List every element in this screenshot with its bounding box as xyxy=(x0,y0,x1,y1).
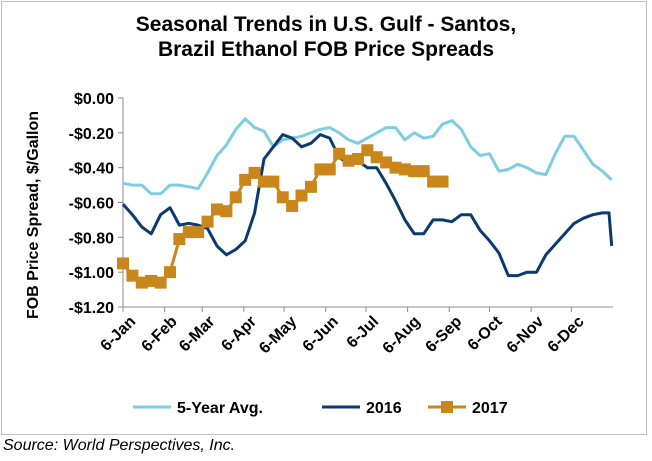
source-note: Source: World Perspectives, Inc. xyxy=(3,437,236,454)
data-point-2017 xyxy=(173,233,186,246)
x-tick-label: 6-Sep xyxy=(423,313,466,356)
data-point-2017 xyxy=(304,180,317,193)
data-point-2017 xyxy=(220,205,233,218)
legend-marker-2017 xyxy=(441,401,453,413)
data-point-2017 xyxy=(276,191,289,204)
data-point-2017 xyxy=(239,173,252,186)
data-point-2017 xyxy=(182,226,195,239)
data-point-2017 xyxy=(248,166,261,179)
x-tick-label: 6-Aug xyxy=(380,313,424,357)
y-axis-label: FOB Price Spread, $/Gallon xyxy=(25,111,42,319)
y-tick-label: -$0.60 xyxy=(69,196,114,213)
data-point-2017 xyxy=(229,191,242,204)
data-point-2017 xyxy=(408,165,421,178)
chart-title-line-2: Brazil Ethanol FOB Price Spreads xyxy=(157,38,495,61)
x-tick-label: 6-May xyxy=(256,313,300,357)
x-tick-label: 6-Nov xyxy=(504,313,548,357)
y-tick-label: $0.00 xyxy=(74,91,114,108)
legend-label-2017: 2017 xyxy=(472,400,508,417)
chart-title: Seasonal Trends in U.S. Gulf - Santos, B… xyxy=(0,12,652,62)
x-tick-label: 6-Dec xyxy=(545,313,588,356)
y-tick-label: -$1.20 xyxy=(69,300,114,317)
x-tick-label: 6-Jul xyxy=(344,313,382,351)
data-point-2017 xyxy=(201,215,214,228)
chart-frame xyxy=(1,1,647,435)
x-tick-label: 6-Apr xyxy=(218,313,260,355)
data-point-2017 xyxy=(295,189,308,202)
data-point-2017 xyxy=(192,226,205,239)
data-point-2017 xyxy=(323,163,336,176)
y-tick-label: -$1.00 xyxy=(69,265,114,282)
x-tick-label: 6-Jun xyxy=(300,313,342,355)
axes: $0.00 -$0.20 -$0.40 -$0.60 -$0.80 -$1.00 -$1.2… xyxy=(69,91,613,357)
data-point-2017 xyxy=(257,175,270,188)
data-point-2017 xyxy=(351,152,364,165)
data-point-2017 xyxy=(427,175,440,188)
legend-label-5-year-avg: 5-Year Avg. xyxy=(177,400,263,417)
data-point-2017 xyxy=(361,144,374,157)
data-point-2017 xyxy=(342,154,355,167)
data-point-2017 xyxy=(286,199,299,212)
data-point-2017 xyxy=(370,151,383,164)
legend-label-2016: 2016 xyxy=(366,400,402,417)
data-point-2017 xyxy=(389,161,402,174)
data-point-2017 xyxy=(267,175,280,188)
x-tick-label: 6-Jan xyxy=(98,313,140,355)
y-tick-label: -$0.20 xyxy=(69,126,114,143)
legend: 5-Year Avg. 2016 2017 xyxy=(133,400,508,417)
data-point-2017 xyxy=(154,276,167,289)
chart-title-line-1: Seasonal Trends in U.S. Gulf - Santos, xyxy=(135,13,517,36)
data-point-2017 xyxy=(333,147,346,160)
data-point-2017 xyxy=(210,203,223,216)
x-tick-label: 6-Mar xyxy=(176,313,218,355)
series-line-5-year-avg xyxy=(122,117,613,196)
data-point-2017 xyxy=(117,257,129,270)
data-point-2017 xyxy=(145,274,158,287)
data-point-2017 xyxy=(436,175,449,188)
y-tick-label: -$0.80 xyxy=(69,230,114,247)
x-tick-label: 6-Feb xyxy=(139,313,181,355)
data-point-2017 xyxy=(163,266,176,279)
data-point-2017 xyxy=(380,156,393,169)
series-line-2016 xyxy=(121,133,614,278)
data-point-2017 xyxy=(417,165,430,178)
y-tick-label: -$0.40 xyxy=(69,161,114,178)
data-point-2017 xyxy=(398,163,411,176)
data-point-2017 xyxy=(135,276,148,289)
x-tick-label: 6-Oct xyxy=(465,313,506,354)
plot-area xyxy=(117,117,614,289)
data-point-2017 xyxy=(314,163,327,176)
data-point-2017 xyxy=(126,269,139,282)
